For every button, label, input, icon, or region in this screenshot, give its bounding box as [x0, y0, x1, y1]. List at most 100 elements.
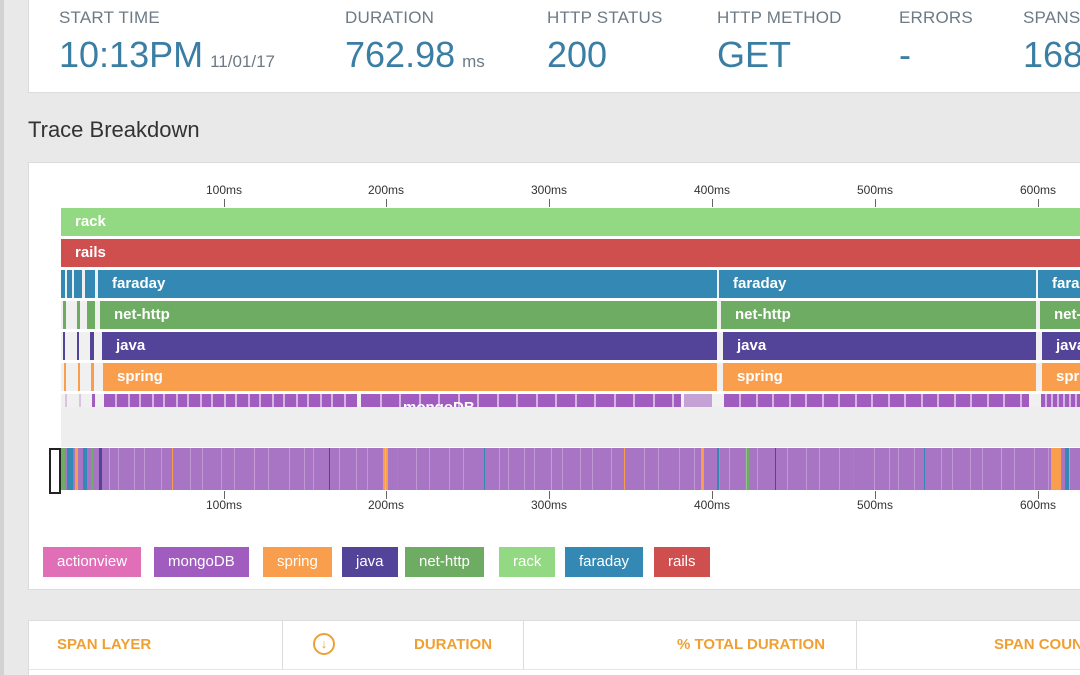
start-date-value: 11/01/17 [210, 52, 276, 71]
minimap-span-mark [67, 448, 73, 490]
minimap-span-mark [1051, 448, 1061, 490]
span-bar-rails[interactable]: rails [61, 239, 1080, 267]
minimap-span-mark [254, 448, 255, 490]
minimap-span-mark [383, 448, 388, 490]
tick-label: 300ms [530, 498, 568, 512]
span-bar-java[interactable]: java [723, 332, 1036, 360]
minimap-span-mark [874, 448, 875, 490]
minimap-span-mark [952, 448, 953, 490]
span-bar-spring[interactable]: spri [1042, 363, 1080, 391]
time-axis-top: 100ms 200ms 300ms 400ms 500ms 600ms [61, 183, 1080, 217]
span-bar-faraday[interactable] [61, 270, 65, 298]
minimap-span-mark [91, 448, 94, 490]
legend-chip-net-http[interactable]: net-http [405, 547, 484, 577]
span-bar-spring[interactable]: spring [723, 363, 1036, 391]
minimap-span-mark [941, 448, 942, 490]
trace-minimap[interactable] [61, 448, 1080, 490]
minimap-span-mark [924, 448, 925, 490]
minimap-span-mark [385, 448, 386, 490]
minimap-span-mark [982, 448, 983, 490]
legend-chip-spring[interactable]: spring [263, 547, 332, 577]
minimap-span-mark [329, 448, 330, 490]
minimap-span-mark [221, 448, 222, 490]
tick-mark [712, 199, 713, 207]
span-bar-net-http[interactable]: net-http [721, 301, 1036, 329]
span-bar-net-http[interactable]: net- [1040, 301, 1080, 329]
span-bar-net-http[interactable] [77, 301, 80, 329]
column-divider [282, 621, 283, 669]
legend-chip-rails[interactable]: rails [654, 547, 710, 577]
minimap-span-mark [898, 448, 899, 490]
span-bar-spring[interactable] [64, 363, 66, 391]
span-bar-faraday[interactable]: fara [1038, 270, 1080, 298]
minimap-span-mark [339, 448, 340, 490]
column-header-span-count[interactable]: SPAN COUN [994, 636, 1080, 653]
minimap-span-mark [694, 448, 695, 490]
legend-chip-rack[interactable]: rack [499, 547, 556, 577]
tick-mark [224, 199, 225, 207]
tick-label: 200ms [367, 498, 405, 512]
tick-mark [224, 491, 225, 499]
stat-label: DURATION [345, 8, 435, 27]
tick-mark [386, 491, 387, 499]
minimap-span-mark [819, 448, 820, 490]
span-bar-faraday[interactable] [67, 270, 72, 298]
span-bar-java[interactable]: java [1042, 332, 1080, 360]
minimap-span-mark [356, 448, 357, 490]
tick-mark [875, 491, 876, 499]
tick-mark [1038, 199, 1039, 207]
minimap-span-mark [703, 448, 704, 490]
tick-label: 600ms [1019, 498, 1057, 512]
legend-chip-actionview[interactable]: actionview [43, 547, 142, 577]
span-bar-java[interactable] [90, 332, 94, 360]
minimap-span-mark [172, 448, 173, 490]
span-bar-faraday[interactable]: faraday [98, 270, 717, 298]
column-header-total-duration[interactable]: % TOTAL DURATION [677, 636, 826, 653]
minimap-span-mark [429, 448, 430, 490]
span-bar-spring[interactable]: spring [103, 363, 717, 391]
legend-chip-java[interactable]: java [342, 547, 398, 577]
tick-label: 500ms [856, 183, 894, 197]
minimap-span-mark [624, 448, 625, 490]
minimap-span-mark [644, 448, 645, 490]
span-bar-java[interactable] [63, 332, 65, 360]
minimap-span-mark [268, 448, 269, 490]
span-bar-rack[interactable]: rack [61, 208, 1080, 236]
tick-mark [549, 199, 550, 207]
legend-chip-faraday[interactable]: faraday [565, 547, 644, 577]
span-bar-net-http[interactable] [63, 301, 66, 329]
arrow-down-circle-icon[interactable]: ↓ [313, 633, 335, 655]
span-bar-faraday[interactable] [85, 270, 95, 298]
minimap-span-mark [562, 448, 563, 490]
span-bar-faraday[interactable] [74, 270, 82, 298]
minimap-span-mark [484, 448, 485, 490]
duration-unit: ms [462, 52, 485, 71]
minimap-span-mark [1048, 448, 1049, 490]
spans-value: 168 [1023, 34, 1080, 75]
minimap-span-mark [289, 448, 290, 490]
legend-chip-mongodb[interactable]: mongoDB [154, 547, 249, 577]
span-bar-spring[interactable] [91, 363, 94, 391]
span-bar-net-http[interactable]: net-http [100, 301, 717, 329]
minimap-span-mark [787, 448, 788, 490]
minimap-span-mark [970, 448, 971, 490]
column-header-duration[interactable]: DURATION [414, 636, 493, 653]
span-bar-java[interactable] [77, 332, 79, 360]
span-bar-spring[interactable] [78, 363, 80, 391]
span-bar-faraday[interactable]: faraday [719, 270, 1036, 298]
minimap-span-mark [592, 448, 593, 490]
minimap-span-mark [534, 448, 535, 490]
tick-label: 300ms [530, 183, 568, 197]
stat-value: 10:13PM 11/01/17 [59, 34, 275, 76]
minimap-span-mark [551, 448, 552, 490]
trace-stats-panel: START TIME 10:13PM 11/01/17 DURATION 762.… [28, 0, 1080, 93]
minimap-brush-handle[interactable] [49, 448, 61, 494]
minimap-span-mark [234, 448, 235, 490]
minimap-span-mark [367, 448, 368, 490]
minimap-span-mark [190, 448, 191, 490]
column-header-span-layer[interactable]: SPAN LAYER [57, 636, 152, 653]
span-bar-net-http[interactable] [87, 301, 95, 329]
tick-mark [875, 199, 876, 207]
tick-label: 100ms [205, 498, 243, 512]
span-bar-java[interactable]: java [102, 332, 717, 360]
